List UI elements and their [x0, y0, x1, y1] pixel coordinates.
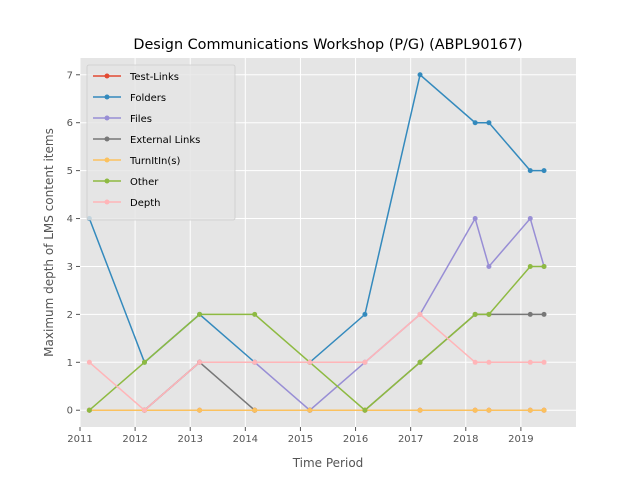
- data-point: [472, 359, 478, 365]
- data-point: [472, 120, 478, 126]
- legend-marker: [104, 94, 110, 100]
- x-tick-label: 2015: [288, 434, 313, 445]
- legend-marker: [104, 178, 110, 184]
- legend-marker: [104, 157, 110, 163]
- x-axis-ticks: 2011 2012 2013 2014 2015 2016 2017 2018 2019: [67, 427, 534, 445]
- data-point: [486, 263, 492, 269]
- x-tick-label: 2018: [453, 434, 478, 445]
- legend-label: Test-Links: [129, 72, 179, 83]
- data-point: [486, 120, 492, 126]
- legend-item: External Links: [93, 135, 200, 146]
- x-tick-label: 2011: [67, 434, 92, 445]
- y-axis-ticks: 0 1 2 3 4 5 6 7: [67, 70, 80, 417]
- y-tick-label: 0: [67, 406, 73, 417]
- data-point: [417, 311, 423, 317]
- legend-label: External Links: [130, 135, 200, 146]
- data-point: [307, 407, 313, 413]
- legend-item: Depth: [93, 198, 160, 209]
- data-point: [541, 359, 547, 365]
- data-point: [197, 311, 203, 317]
- legend-label: Files: [130, 114, 152, 125]
- data-point: [252, 359, 258, 365]
- data-point: [527, 168, 533, 174]
- data-point: [486, 407, 492, 413]
- data-point: [252, 311, 258, 317]
- legend-marker: [104, 115, 110, 121]
- legend-marker: [104, 136, 110, 142]
- y-tick-label: 4: [67, 214, 73, 225]
- x-tick-label: 2017: [398, 434, 423, 445]
- data-point: [472, 407, 478, 413]
- data-point: [362, 359, 368, 365]
- data-point: [527, 359, 533, 365]
- data-point: [527, 311, 533, 317]
- y-tick-label: 1: [67, 358, 73, 369]
- legend-label: TurnItIn(s): [129, 156, 180, 167]
- data-point: [252, 407, 258, 413]
- legend-label: Folders: [130, 93, 166, 104]
- data-point: [307, 359, 313, 365]
- data-point: [541, 168, 547, 174]
- y-tick-label: 5: [67, 166, 73, 177]
- data-point: [417, 72, 423, 78]
- x-tick-label: 2016: [343, 434, 368, 445]
- y-tick-label: 6: [67, 118, 73, 129]
- y-tick-label: 3: [67, 262, 73, 273]
- data-point: [541, 407, 547, 413]
- legend-item: Other: [93, 177, 159, 188]
- data-point: [417, 359, 423, 365]
- legend-frame: [86, 64, 236, 221]
- legend-item: Test-Links: [93, 72, 179, 83]
- data-point: [486, 359, 492, 365]
- x-axis-label: Time Period: [292, 456, 364, 470]
- x-tick-label: 2019: [508, 434, 533, 445]
- data-point: [472, 311, 478, 317]
- chart-title: Design Communications Workshop (P/G) (AB…: [133, 37, 522, 53]
- legend-label: Depth: [130, 198, 160, 209]
- legend-marker: [104, 73, 110, 79]
- x-tick-label: 2013: [177, 434, 202, 445]
- data-point: [86, 359, 92, 365]
- data-point: [197, 407, 203, 413]
- series-depth: [86, 311, 547, 413]
- data-point: [486, 311, 492, 317]
- series-other: [86, 263, 547, 413]
- legend-marker: [104, 199, 110, 205]
- data-point: [141, 407, 147, 413]
- series-layer: [86, 72, 547, 413]
- y-tick-label: 7: [67, 70, 73, 81]
- legend: Test-Links Folders Files External Links Turn…: [86, 64, 236, 221]
- data-point: [362, 407, 368, 413]
- data-point: [141, 359, 147, 365]
- y-tick-label: 2: [67, 310, 73, 321]
- data-point: [362, 311, 368, 317]
- y-axis-label: Maximum depth of LMS content items: [42, 128, 56, 357]
- x-tick-label: 2014: [233, 434, 258, 445]
- data-point: [541, 311, 547, 317]
- data-point: [527, 216, 533, 222]
- data-point: [472, 216, 478, 222]
- data-point: [86, 407, 92, 413]
- data-point: [417, 407, 423, 413]
- data-point: [541, 263, 547, 269]
- data-point: [197, 359, 203, 365]
- data-point: [527, 407, 533, 413]
- legend-label: Other: [130, 177, 159, 188]
- legend-item: Folders: [93, 93, 166, 104]
- data-point: [527, 263, 533, 269]
- x-tick-label: 2012: [122, 434, 147, 445]
- legend-item: Files: [93, 114, 152, 125]
- legend-item: TurnItIn(s): [93, 156, 180, 167]
